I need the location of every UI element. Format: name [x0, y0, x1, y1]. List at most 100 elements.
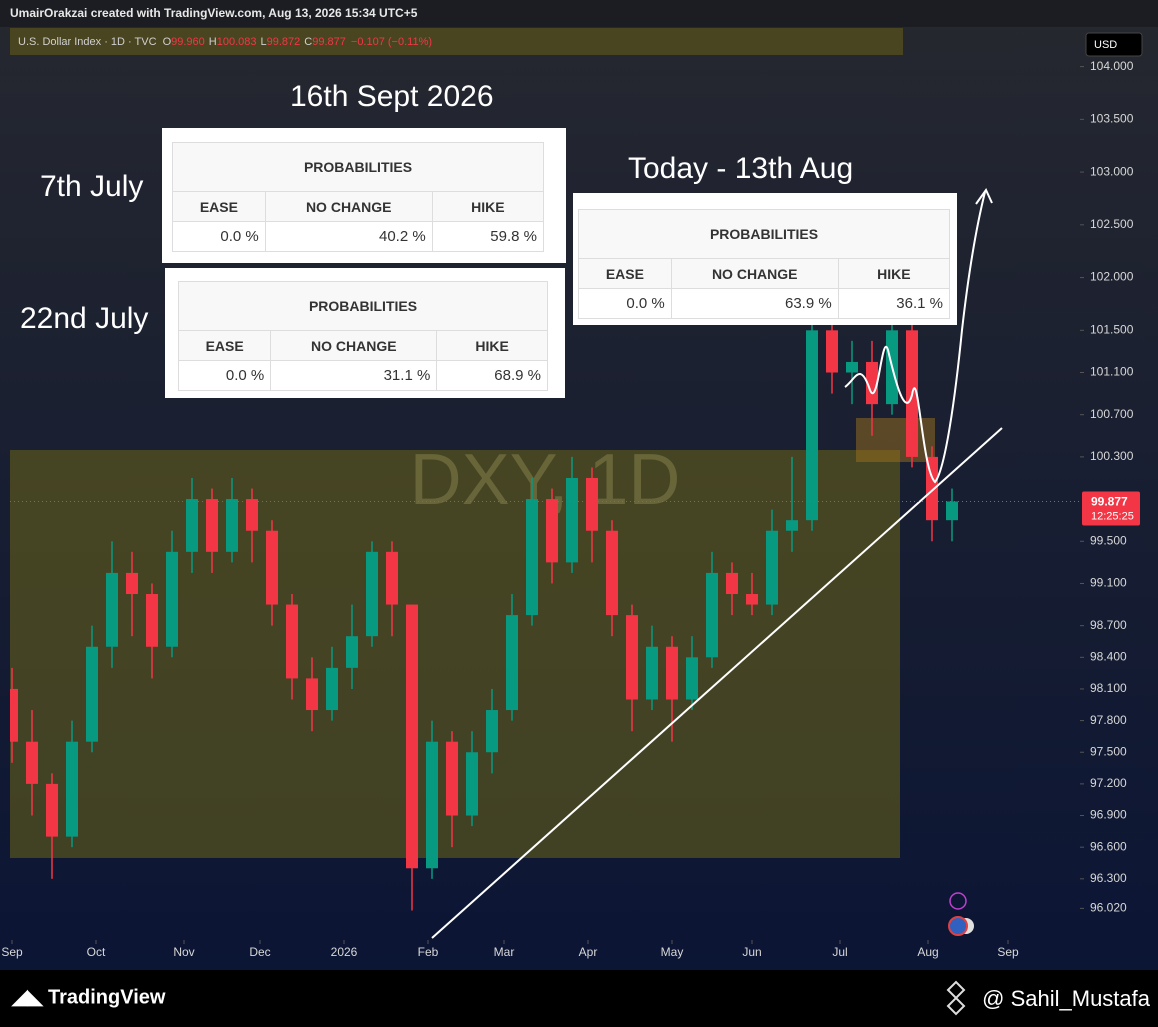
candle-body [666, 646, 678, 700]
symbol-text: 100.083 [217, 36, 257, 48]
row: 0.0 % 63.9 % 36.1 % [578, 288, 951, 319]
candle-body [126, 572, 138, 595]
candle-body [386, 551, 398, 605]
y-tick-label: 99.100 [1090, 576, 1127, 590]
symbol-bar [10, 28, 903, 55]
y-tick-label: 100.300 [1090, 449, 1134, 463]
y-tick-label: 96.300 [1090, 871, 1127, 885]
cell: 0.0 % [177, 360, 272, 391]
candle-body [546, 499, 558, 563]
cell: EASE [578, 258, 672, 289]
candle-body [586, 477, 598, 531]
cell: HIKE [431, 191, 545, 222]
candle-body [326, 667, 338, 711]
y-tick-label: 102.000 [1090, 270, 1134, 284]
currency-button[interactable] [1085, 32, 1143, 57]
watermark: DXY, 1D [410, 440, 681, 520]
x-tick-label: Aug [917, 945, 938, 959]
cell: HIKE [837, 258, 951, 289]
symbol-text: C [304, 36, 312, 48]
candle-body [66, 741, 78, 837]
candle-body [346, 636, 358, 668]
y-tick-label: 96.600 [1090, 839, 1127, 853]
candle-body [46, 783, 58, 837]
candle-body [446, 741, 458, 816]
cell: 0.0 % [172, 221, 266, 252]
candle-body [366, 551, 378, 637]
candle-body [606, 530, 618, 616]
candle-body [486, 710, 498, 753]
x-tick-label: 2026 [331, 945, 358, 959]
x-tick-label: Sep [1, 945, 23, 959]
x-tick-label: Nov [173, 945, 194, 959]
cell: NO CHANGE [670, 258, 839, 289]
candle-body [626, 615, 638, 700]
footer-logo: ◢◣ [11, 986, 44, 1008]
cell: PROBABILITIES [578, 209, 950, 259]
event-icon[interactable] [949, 892, 967, 910]
symbol-text: 99.960 [171, 36, 205, 48]
candle-body [86, 646, 98, 742]
symbol-text: U.S. Dollar Index · 1D · TVC [18, 36, 157, 48]
candle-body [246, 499, 258, 531]
y-tick-label: 99.500 [1090, 533, 1127, 547]
candle-body [226, 499, 238, 552]
candle-body [706, 572, 718, 658]
row: 0.0 % 31.1 % 68.9 % [177, 360, 548, 391]
arrow-head [975, 188, 993, 205]
cell: 68.9 % [436, 360, 548, 391]
candle-body [806, 330, 818, 521]
symbol-text: −0.107 (−0.11%) [351, 36, 432, 48]
y-tick-label: 100.700 [1090, 407, 1134, 421]
annotation: 16th Sept 2026 [290, 80, 494, 113]
table: PROBABILITIES EASE NO CHANGE HIKE 0.0 % 40.2 … [172, 142, 545, 252]
candle-body [266, 530, 278, 605]
y-tick-label: 103.000 [1090, 164, 1134, 178]
credit: UmairOrakzai created with TradingView.co… [10, 6, 418, 20]
x-tick-label: Apr [579, 945, 598, 959]
x-tick-label: Oct [87, 945, 106, 959]
annotation: 22nd July [20, 302, 149, 335]
flag-icon[interactable] [948, 916, 968, 936]
y-tick-label: 96.900 [1090, 808, 1127, 822]
x-tick-label: Jun [742, 945, 761, 959]
y-tick-label: 98.100 [1090, 681, 1127, 695]
candle-body [786, 520, 798, 531]
probability-table: PROBABILITIES EASE NO CHANGE HIKE 0.0 % 40.2 … [162, 128, 566, 263]
cell: PROBABILITIES [178, 281, 548, 331]
row: EASE NO CHANGE HIKE [578, 258, 951, 289]
cell: 36.1 % [837, 288, 951, 319]
candle-body [926, 456, 938, 521]
annotation: Today - 13th Aug [628, 152, 854, 185]
author-icon [946, 980, 966, 1016]
currency[interactable]: USD [1094, 39, 1117, 51]
table: PROBABILITIES EASE NO CHANGE HIKE 0.0 % 63.9 … [578, 209, 951, 319]
y-tick-label: 97.500 [1090, 744, 1127, 758]
x-tick-label: Jul [832, 945, 847, 959]
candle-body [866, 361, 878, 405]
probability-table: PROBABILITIES EASE NO CHANGE HIKE 0.0 % 63.9 … [573, 193, 957, 325]
x-tick-label: Dec [249, 945, 270, 959]
x-tick-label: May [661, 945, 684, 959]
cell: 0.0 % [578, 288, 672, 319]
row: EASE NO CHANGE HIKE [172, 191, 545, 222]
candle-body [10, 688, 18, 742]
candle-body [766, 530, 778, 605]
candle-body [286, 604, 298, 679]
y-tick-label: 101.100 [1090, 365, 1134, 379]
row: PROBABILITIES [178, 281, 548, 331]
y-tick-label: 98.400 [1090, 649, 1127, 663]
y-tick-label: 101.500 [1090, 322, 1134, 336]
cell: HIKE [436, 330, 548, 361]
y-tick-label: 103.500 [1090, 112, 1134, 126]
symbol-text: H [209, 36, 217, 48]
candle-body [746, 594, 758, 605]
symbol-text: 99.872 [267, 36, 301, 48]
countdown: 12:25:25 [1091, 510, 1134, 522]
cell: 31.1 % [270, 360, 438, 391]
candle-body [946, 501, 958, 521]
candle-body [506, 615, 518, 711]
y-tick-label: 98.700 [1090, 618, 1127, 632]
